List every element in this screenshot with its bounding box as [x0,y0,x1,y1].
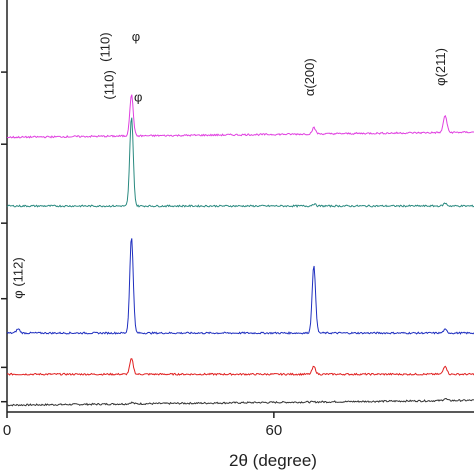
peak-label-6: φ (112) [11,257,26,298]
annotation-layer: (110) φ α(200) φ(211) (110) φ φ (112) [11,29,449,299]
xrd-pattern-3 [6,238,474,335]
x-tick-label-1: 60 [266,422,283,439]
peak-label-3: φ(211) [433,48,448,86]
xrd-pattern-2 [6,358,474,376]
peak-label-2: α(200) [302,58,317,96]
x-axis-label: 2θ (degree) [229,451,317,470]
peak-label-4: (110) [102,70,117,99]
y-axis [1,0,8,412]
peak-label-1: φ [132,29,140,44]
peak-label-0: (110) [97,32,112,61]
x-axis: 0 60 [3,411,474,439]
series-layer [6,94,474,407]
peak-label-5: φ [134,89,142,104]
x-tick-label-0: 0 [3,422,11,439]
xrd-pattern-1 [6,397,474,407]
xrd-pattern-5 [6,94,474,139]
xrd-pattern-4 [6,117,474,208]
